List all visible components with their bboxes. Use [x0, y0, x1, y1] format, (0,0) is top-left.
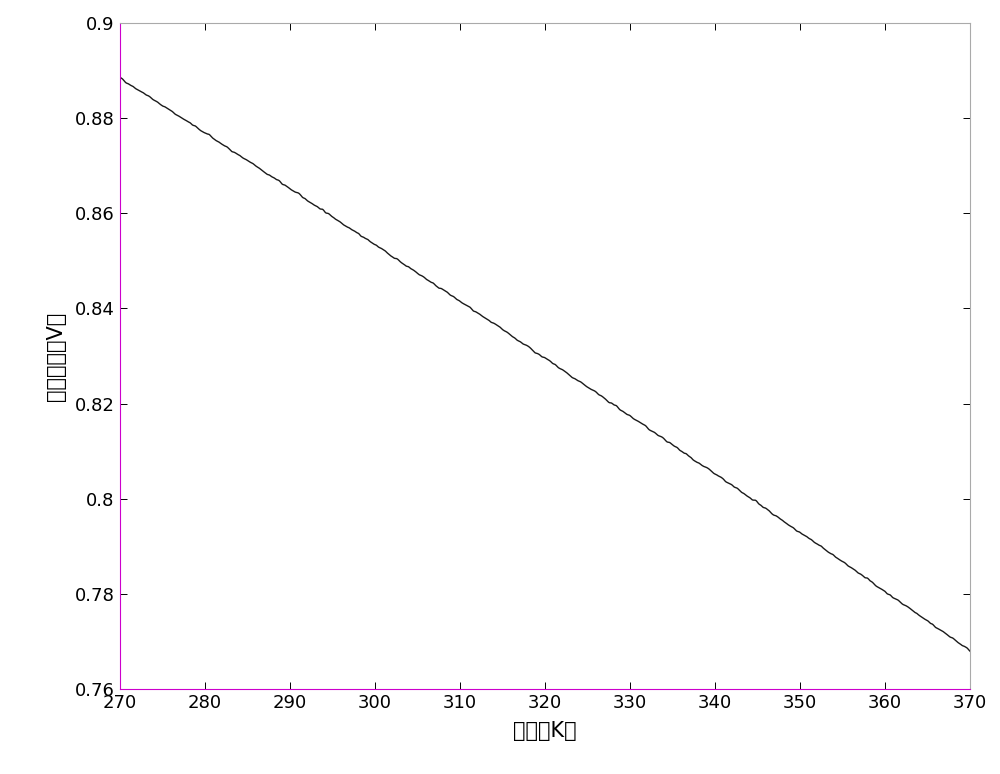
Y-axis label: 输出电压（V）: 输出电压（V） [46, 311, 66, 401]
X-axis label: 温度（K）: 温度（K） [513, 721, 577, 741]
